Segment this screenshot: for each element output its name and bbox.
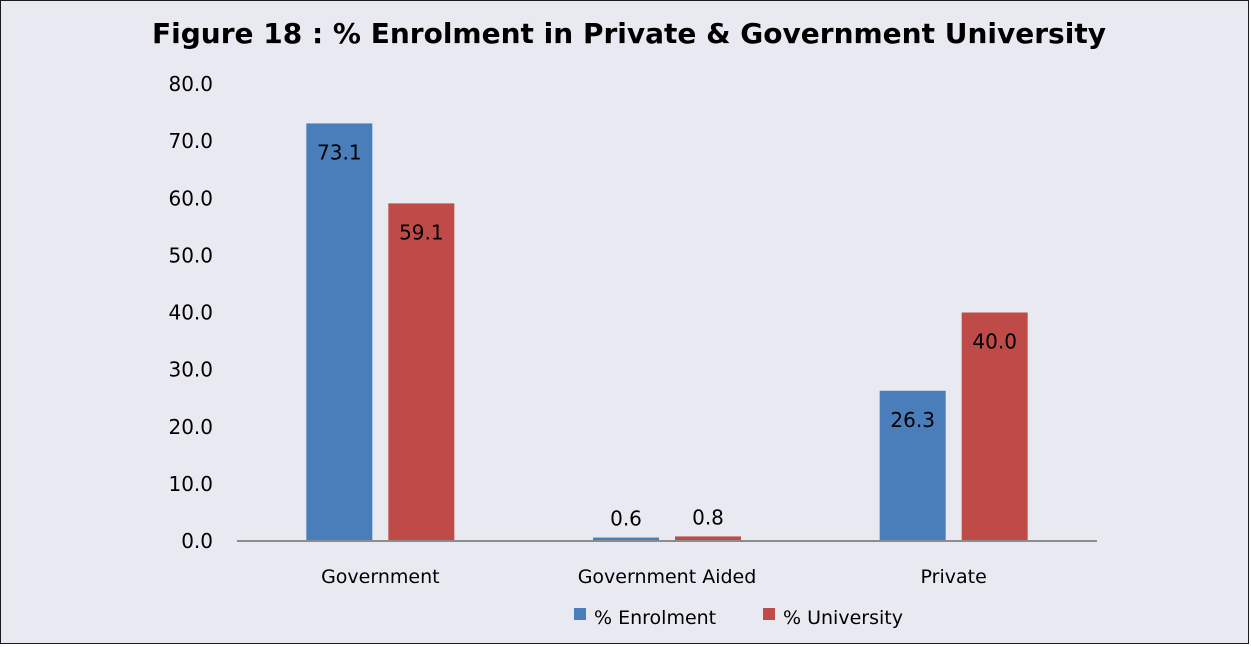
bars <box>306 123 1028 542</box>
bar-enrolment-0 <box>306 123 373 541</box>
y-tick-label: 40.0 <box>168 301 213 325</box>
data-label: 73.1 <box>317 140 362 164</box>
bar-enrolment-1 <box>593 537 659 541</box>
y-tick-label: 20.0 <box>168 415 213 439</box>
y-tick-label: 10.0 <box>168 472 213 496</box>
legend-swatch-0 <box>574 608 586 620</box>
y-tick-label: 30.0 <box>168 358 213 382</box>
data-label: 59.1 <box>399 220 444 244</box>
legend-swatch-1 <box>763 608 775 620</box>
data-labels: 73.1 0.6 26.3 59.1 0.8 40.0 <box>317 140 1017 530</box>
y-axis-ticks: 0.0 10.0 20.0 30.0 40.0 50.0 60.0 70.0 80.0 <box>168 72 213 553</box>
legend-label: % Enrolment <box>594 607 716 629</box>
bar-university-1 <box>675 536 741 541</box>
y-tick-label: 80.0 <box>168 72 213 96</box>
data-label: 0.8 <box>692 505 724 529</box>
legend-label: % University <box>783 607 903 629</box>
x-axis-categories: Government Government Aided Private <box>321 566 987 588</box>
data-label: 0.6 <box>610 507 642 531</box>
x-category-label: Government Aided <box>578 566 757 588</box>
data-label: 40.0 <box>972 330 1017 354</box>
y-tick-label: 70.0 <box>168 129 213 153</box>
bar-university-2 <box>961 312 1028 541</box>
y-tick-label: 50.0 <box>168 243 213 267</box>
bar-university-0 <box>388 203 455 542</box>
x-category-label: Government <box>321 566 440 588</box>
legend: % Enrolment % University <box>574 607 903 629</box>
x-category-label: Private <box>921 566 987 588</box>
data-label: 26.3 <box>890 408 935 432</box>
bar-enrolment-2 <box>879 390 946 541</box>
chart-title: Figure 18 : % Enrolment in Private & Gov… <box>152 17 1106 50</box>
y-tick-label: 0.0 <box>181 529 213 553</box>
y-tick-label: 60.0 <box>168 186 213 210</box>
